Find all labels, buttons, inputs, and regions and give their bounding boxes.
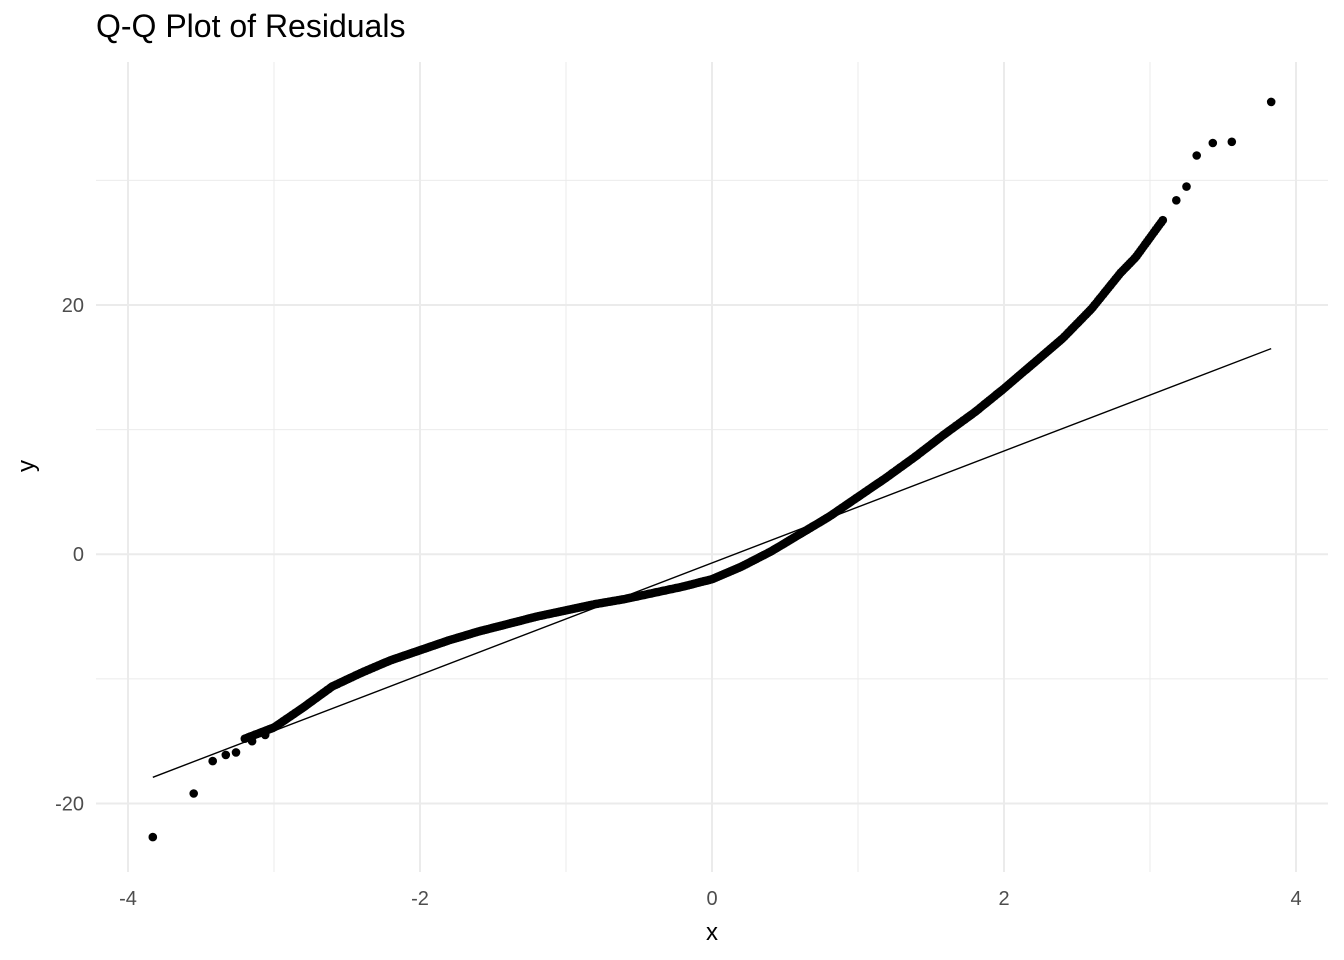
sample-point-tail: [221, 750, 231, 760]
x-tick-label: -4: [119, 888, 137, 910]
grid-lines: [96, 62, 1328, 872]
sample-point-tail: [260, 730, 270, 740]
x-tick-label: 2: [998, 888, 1009, 910]
sample-point-tail: [231, 748, 241, 757]
sample-point-tail: [1182, 182, 1191, 191]
sample-point-tail: [1227, 137, 1237, 147]
sample-point-tail: [1266, 97, 1276, 107]
x-axis-title: x: [706, 919, 718, 946]
sample-points: [148, 97, 1276, 842]
x-tick-label: 0: [706, 888, 717, 910]
x-tick-label: 4: [1290, 888, 1301, 910]
reference-line-layer: [152, 347, 1272, 778]
sample-point-tail: [208, 756, 217, 766]
sample-point-tail: [1208, 138, 1218, 148]
sample-point-tail: [189, 789, 198, 798]
y-tick-label: -20: [55, 793, 84, 815]
sample-point: [1158, 215, 1168, 225]
y-tick-label: 0: [73, 544, 84, 566]
sample-point-tail: [148, 832, 158, 842]
reference-line: [152, 347, 1272, 778]
y-axis-title: y: [13, 460, 40, 472]
y-tick-label: 20: [62, 295, 84, 317]
sample-point-tail: [1192, 151, 1201, 160]
sample-point-tail: [1172, 196, 1181, 205]
sample-point-tail: [247, 736, 257, 746]
chart-title: Q-Q Plot of Residuals: [96, 8, 406, 44]
x-tick-label: -2: [411, 888, 429, 910]
